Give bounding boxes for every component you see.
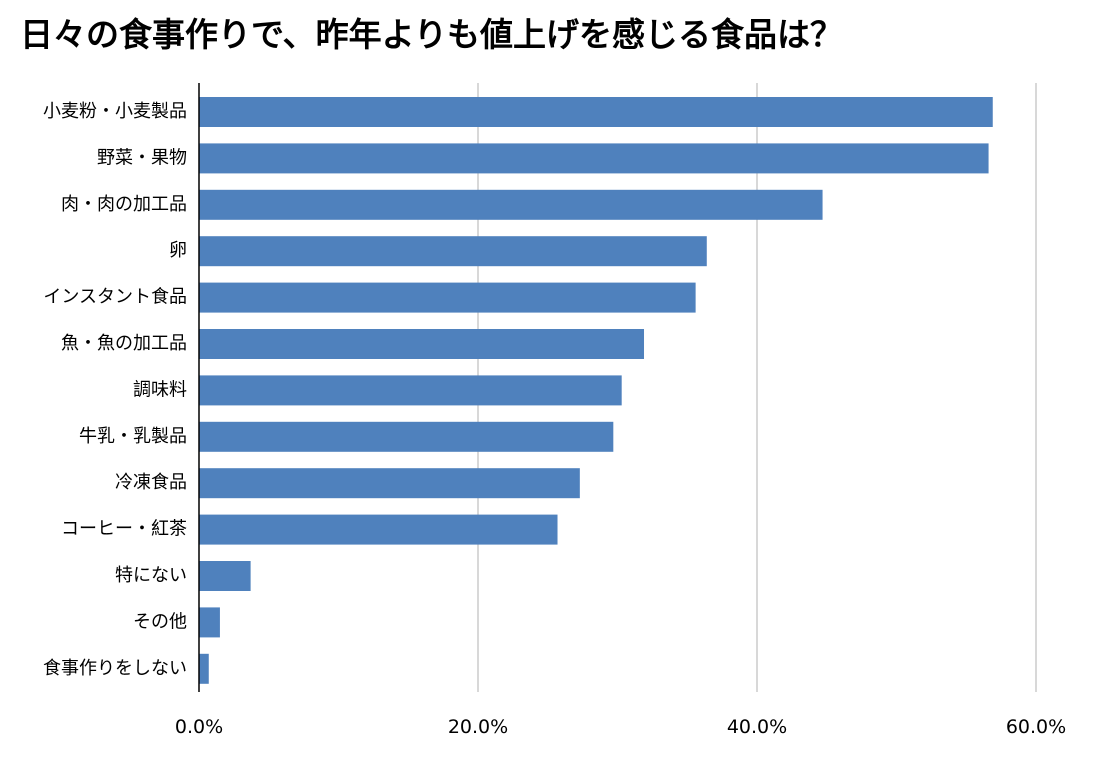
bar-3 <box>199 189 823 220</box>
bar-1 <box>199 97 993 127</box>
category-label-3: 肉・肉の加工品 <box>61 194 187 215</box>
category-label-9: 冷凍食品 <box>115 472 187 493</box>
category-label-7: 調味料 <box>133 379 187 400</box>
bar-2 <box>199 143 989 174</box>
category-label-5: インスタント食品 <box>43 287 187 308</box>
bar-10 <box>199 514 558 545</box>
bar-12 <box>199 607 220 638</box>
category-label-13: 食事作りをしない <box>43 658 187 679</box>
category-label-11: 特にない <box>115 565 187 586</box>
bar-5 <box>199 282 696 313</box>
x-tick-label-1: 20.0% <box>448 716 508 738</box>
bar-9 <box>199 468 580 499</box>
category-label-12: その他 <box>133 611 187 632</box>
category-label-2: 野菜・果物 <box>97 147 187 168</box>
chart-title: 日々の食事作りで、昨年よりも値上げを感じる食品は？ <box>20 15 844 54</box>
category-label-6: 魚・魚の加工品 <box>61 333 187 354</box>
bar-4 <box>199 236 707 267</box>
bar-7 <box>199 375 622 406</box>
bar-11 <box>199 561 251 591</box>
category-label-8: 牛乳・乳製品 <box>79 426 187 447</box>
x-tick-label-2: 40.0% <box>727 716 787 738</box>
x-tick-label-3: 60.0% <box>1006 716 1066 738</box>
bar-6 <box>199 329 645 359</box>
x-tick-label-0: 0.0% <box>175 716 223 738</box>
category-label-4: 卵 <box>169 240 187 261</box>
category-label-1: 小麦粉・小麦製品 <box>43 101 187 122</box>
category-label-10: コーヒー・紅茶 <box>61 519 187 540</box>
bar-8 <box>199 421 614 452</box>
bar-13 <box>199 653 209 684</box>
